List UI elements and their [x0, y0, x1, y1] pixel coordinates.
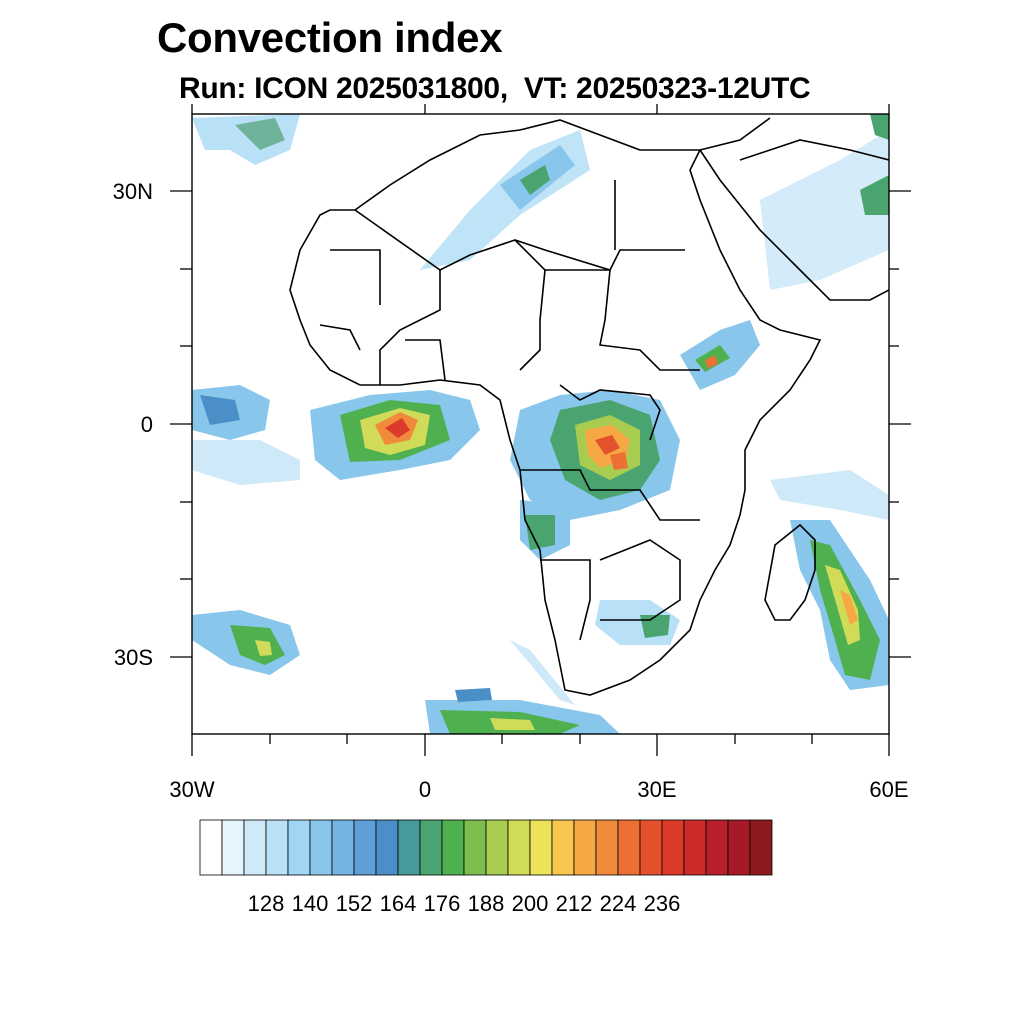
- colorbar-label: 128: [248, 891, 285, 916]
- colorbar-label: 140: [292, 891, 329, 916]
- lat-label-0: 0: [141, 412, 153, 437]
- colorbar-label: 236: [644, 891, 681, 916]
- map-subtitle: Run: ICON 2025031800, VT: 20250323-12UTC: [179, 72, 811, 105]
- colorbar-swatch: [617, 819, 641, 876]
- colorbar-swatch: [507, 819, 531, 876]
- lon-label-30e: 30E: [637, 777, 676, 802]
- lon-label-0: 0: [419, 777, 431, 802]
- lon-label-60e: 60E: [869, 777, 908, 802]
- lat-label-30n: 30N: [113, 179, 153, 204]
- colorbar-label: 152: [336, 891, 373, 916]
- colorbar-swatch: [727, 819, 751, 876]
- colorbar-label: 188: [468, 891, 505, 916]
- colorbar-label: 164: [380, 891, 417, 916]
- colorbar-label: 200: [512, 891, 549, 916]
- colorbar-swatch: [243, 819, 267, 876]
- colorbar-swatch: [375, 819, 399, 876]
- colorbar-label: 224: [600, 891, 637, 916]
- lat-label-30s: 30S: [114, 645, 153, 670]
- lon-label-30w: 30W: [169, 777, 214, 802]
- colorbar-label: 212: [556, 891, 593, 916]
- colorbar-swatch: [397, 819, 421, 876]
- convection-shading: [192, 114, 889, 734]
- colorbar-swatch: [463, 819, 487, 876]
- coastlines-borders: [289, 117, 889, 696]
- colorbar-swatch: [529, 819, 553, 876]
- colorbar-swatch: [683, 819, 707, 876]
- colorbar-labels: 128 140 152 164 176 188 200 212 224 236: [248, 891, 681, 916]
- colorbar-swatch: [705, 819, 729, 876]
- colorbar-swatch: [551, 819, 575, 876]
- colorbar-swatch: [661, 819, 685, 876]
- colorbar-swatch: [287, 819, 311, 876]
- colorbar: [199, 819, 773, 876]
- axis-ticks: [170, 104, 911, 756]
- colorbar-swatch: [221, 819, 245, 876]
- colorbar-swatch: [353, 819, 377, 876]
- colorbar-swatch: [419, 819, 443, 876]
- colorbar-swatch: [573, 819, 597, 876]
- colorbar-swatch: [485, 819, 509, 876]
- colorbar-swatch: [595, 819, 619, 876]
- colorbar-swatch: [199, 819, 223, 876]
- colorbar-swatch: [441, 819, 465, 876]
- colorbar-swatch: [639, 819, 663, 876]
- colorbar-swatch: [749, 819, 773, 876]
- colorbar-swatch: [309, 819, 333, 876]
- map-title: Convection index: [157, 14, 503, 61]
- colorbar-swatch: [265, 819, 289, 876]
- colorbar-swatch: [331, 819, 355, 876]
- colorbar-label: 176: [424, 891, 461, 916]
